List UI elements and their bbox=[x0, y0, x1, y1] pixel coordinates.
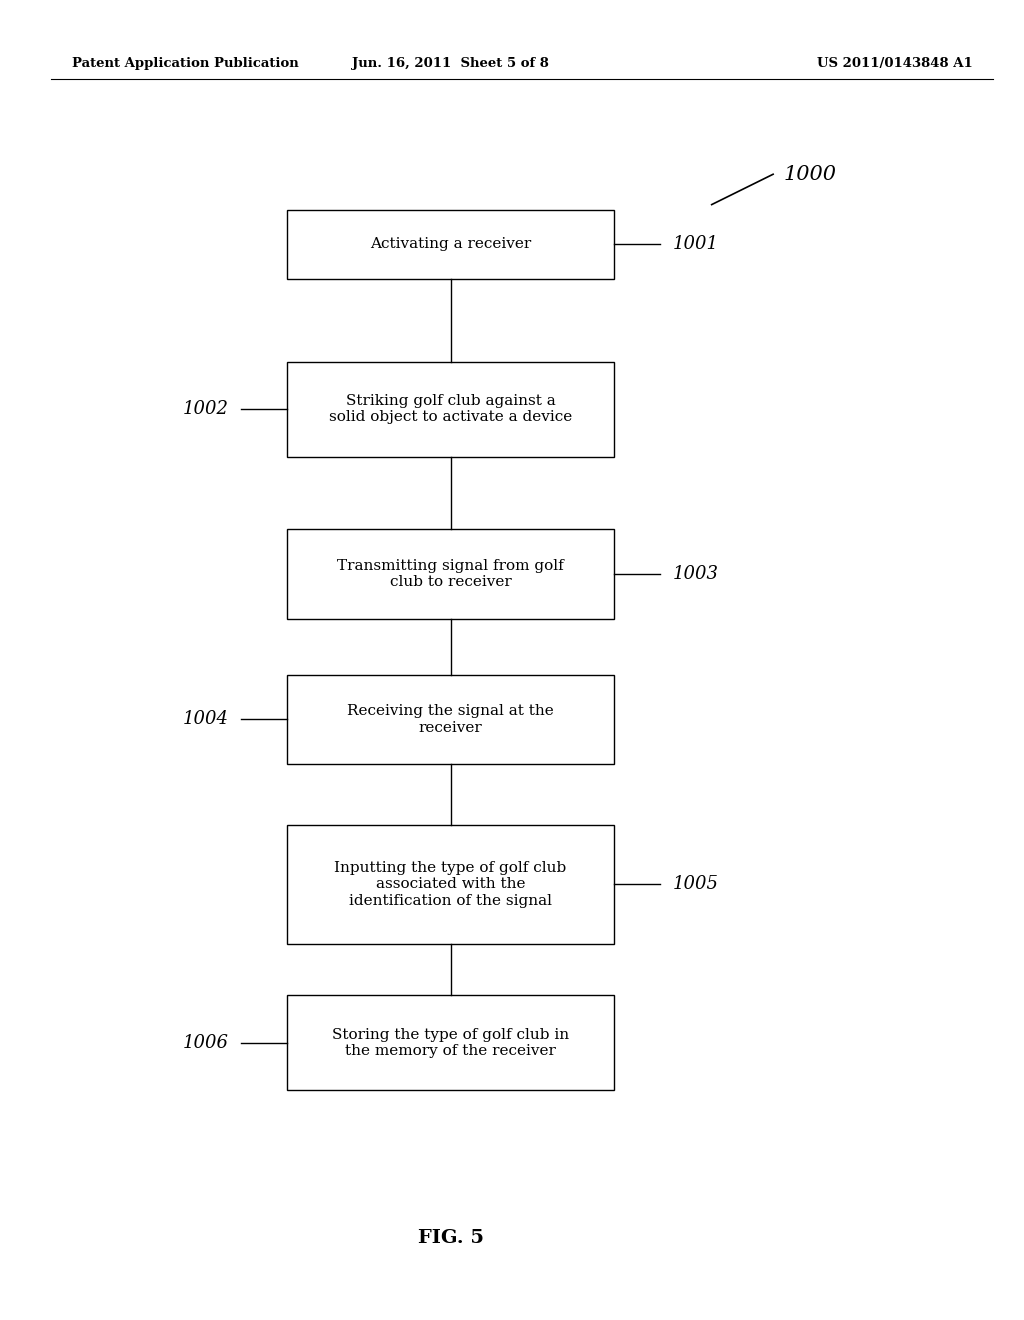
Bar bbox=[287, 210, 614, 279]
Text: 1005: 1005 bbox=[673, 875, 719, 894]
Text: 1000: 1000 bbox=[783, 165, 837, 183]
Text: Activating a receiver: Activating a receiver bbox=[370, 238, 531, 251]
Text: Receiving the signal at the
receiver: Receiving the signal at the receiver bbox=[347, 705, 554, 734]
Bar bbox=[287, 529, 614, 619]
Text: 1001: 1001 bbox=[673, 235, 719, 253]
Bar bbox=[287, 825, 614, 944]
Text: Striking golf club against a
solid object to activate a device: Striking golf club against a solid objec… bbox=[329, 395, 572, 424]
Text: 1004: 1004 bbox=[182, 710, 228, 729]
Text: 1006: 1006 bbox=[182, 1034, 228, 1052]
Text: Patent Application Publication: Patent Application Publication bbox=[72, 57, 298, 70]
Text: US 2011/0143848 A1: US 2011/0143848 A1 bbox=[817, 57, 973, 70]
Bar bbox=[287, 675, 614, 764]
Text: 1002: 1002 bbox=[182, 400, 228, 418]
Text: FIG. 5: FIG. 5 bbox=[418, 1229, 483, 1247]
Text: Storing the type of golf club in
the memory of the receiver: Storing the type of golf club in the mem… bbox=[332, 1028, 569, 1057]
Bar bbox=[287, 362, 614, 457]
Text: 1003: 1003 bbox=[673, 565, 719, 583]
Text: Transmitting signal from golf
club to receiver: Transmitting signal from golf club to re… bbox=[337, 560, 564, 589]
Text: Jun. 16, 2011  Sheet 5 of 8: Jun. 16, 2011 Sheet 5 of 8 bbox=[352, 57, 549, 70]
Bar bbox=[287, 995, 614, 1090]
Text: Inputting the type of golf club
associated with the
identification of the signal: Inputting the type of golf club associat… bbox=[335, 861, 566, 908]
